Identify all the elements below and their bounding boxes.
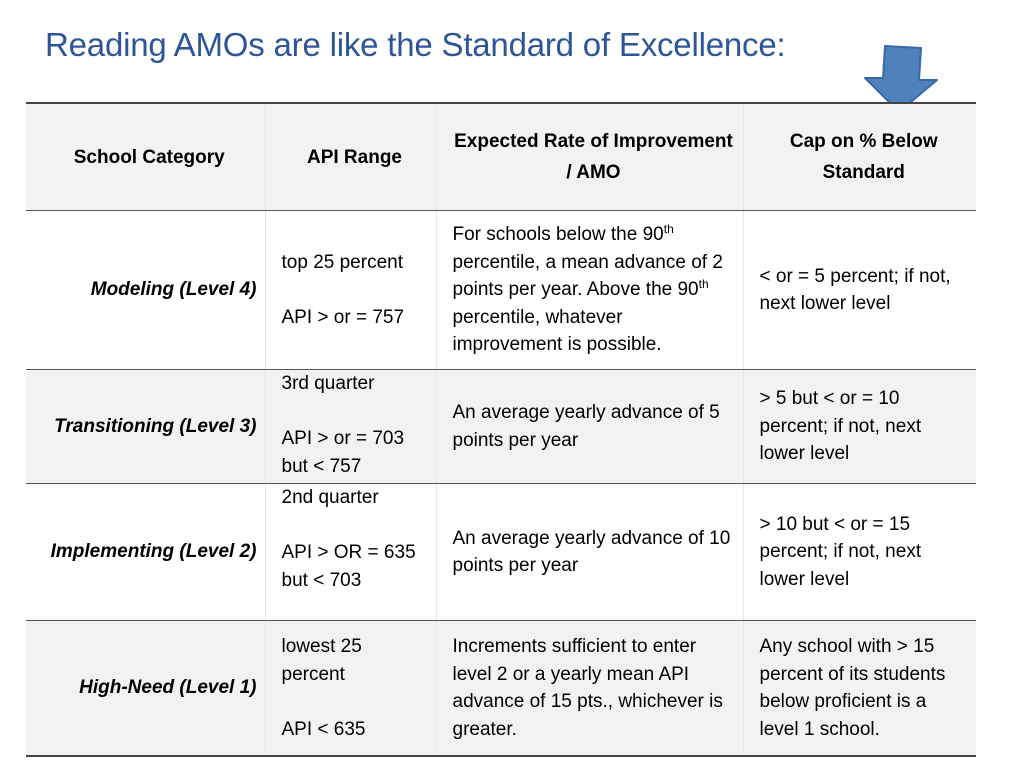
table-row: Implementing (Level 2) 2nd quarter API >… (26, 483, 976, 621)
rate-cell: Increments sufficient to enter level 2 o… (435, 620, 743, 757)
header-school-category: School Category (26, 102, 265, 211)
table-row: Transitioning (Level 3) 3rd quarter API … (26, 369, 976, 484)
api-range-line: API > or = 757 (281, 306, 405, 328)
api-range-line: 3rd quarter (281, 373, 375, 394)
api-range-line: top 25 percent (281, 251, 403, 273)
ordinal-suffix: th (663, 222, 674, 237)
rate-cell: An average yearly advance of 10 points p… (435, 483, 743, 621)
amo-table: School Category API Range Expected Rate … (26, 102, 976, 757)
category-cell: Implementing (Level 2) (26, 483, 265, 621)
api-range-line: API < 635 (281, 718, 366, 740)
api-range-cell: top 25 percent API > or = 757 (264, 210, 436, 370)
header-cap-below-standard: Cap on % Below Standard (742, 102, 976, 211)
header-api-range: API Range (264, 102, 436, 211)
api-range-cell: lowest 25 percent API < 635 (264, 620, 436, 757)
down-arrow-icon (864, 45, 938, 113)
table-row: Modeling (Level 4) top 25 percent API > … (26, 210, 976, 370)
cap-cell: < or = 5 percent; if not, next lower lev… (742, 210, 976, 370)
rate-text: For schools below the 90 (452, 224, 664, 246)
category-cell: Modeling (Level 4) (26, 210, 265, 370)
cap-cell: > 10 but < or = 15 percent; if not, next… (742, 483, 976, 621)
header-row: School Category API Range Expected Rate … (26, 102, 976, 211)
category-cell: High-Need (Level 1) (26, 620, 265, 757)
table-row: High-Need (Level 1) lowest 25 percent AP… (26, 620, 976, 757)
cap-cell: > 5 but < or = 10 percent; if not, next … (742, 369, 976, 484)
api-range-cell: 2nd quarter API > OR = 635 but < 703 (264, 483, 436, 621)
rate-cell: An average yearly advance of 5 points pe… (435, 369, 743, 484)
slide-title: Reading AMOs are like the Standard of Ex… (45, 26, 786, 63)
ordinal-suffix: th (698, 277, 709, 292)
category-cell: Transitioning (Level 3) (26, 369, 265, 484)
api-range-line: lowest 25 percent (281, 636, 362, 685)
api-range-line: 2nd quarter (281, 487, 379, 508)
rate-text: percentile, whatever improvement is poss… (452, 306, 662, 356)
rate-cell: For schools below the 90th percentile, a… (435, 210, 743, 370)
rate-text: percentile, a mean advance of 2 points p… (452, 251, 723, 301)
cap-cell: Any school with > 15 percent of its stud… (742, 620, 976, 757)
api-range-line: but < 757 (281, 455, 362, 477)
api-range-line: API > or = 703 (281, 428, 405, 449)
api-range-line: API > OR = 635 (281, 542, 416, 563)
api-range-line: but < 703 (281, 569, 362, 591)
api-range-cell: 3rd quarter API > or = 703 but < 757 (264, 369, 436, 484)
header-expected-rate: Expected Rate of Improvement / AMO (435, 102, 743, 211)
